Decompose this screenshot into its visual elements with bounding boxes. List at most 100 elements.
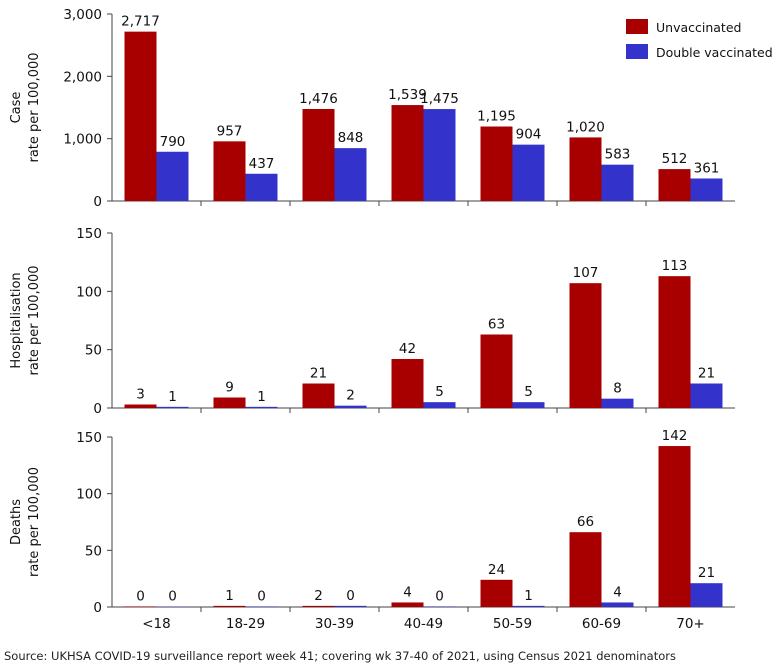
bar-unvaccinated — [124, 404, 157, 408]
y-tick-label: 0 — [93, 600, 102, 616]
data-label: 361 — [694, 160, 720, 176]
bar-unvaccinated — [391, 602, 424, 607]
data-label: 8 — [613, 381, 622, 397]
bar-unvaccinated — [480, 579, 513, 607]
data-label: 1 — [524, 588, 533, 604]
data-label: 1,195 — [477, 109, 516, 125]
data-label: 1,020 — [566, 119, 605, 135]
bar-unvaccinated — [480, 334, 513, 408]
bar-unvaccinated — [658, 276, 691, 408]
y-axis-title: Hospitalisation — [9, 272, 24, 368]
bar-double-vaccinated — [156, 151, 189, 201]
data-label: 4 — [403, 584, 412, 600]
y-tick-label: 0 — [93, 401, 102, 417]
bar-double-vaccinated — [601, 398, 634, 408]
y-tick-label: 3,000 — [63, 7, 102, 23]
y-axis-title: rate per 100,000 — [27, 52, 42, 162]
bar-unvaccinated — [391, 105, 424, 201]
bar-double-vaccinated — [334, 405, 367, 408]
bar-unvaccinated — [658, 169, 691, 201]
bar-double-vaccinated — [334, 148, 367, 201]
bar-double-vaccinated — [690, 178, 723, 201]
x-tick-label: 30-39 — [315, 616, 354, 632]
bar-double-vaccinated — [512, 605, 545, 607]
x-tick-label: <18 — [142, 616, 171, 632]
bar-unvaccinated — [658, 446, 691, 607]
y-axis-title: Deaths — [9, 499, 24, 545]
y-tick-label: 50 — [85, 543, 102, 559]
x-tick-label: 40-49 — [404, 616, 443, 632]
data-label: 5 — [435, 384, 444, 400]
bar-unvaccinated — [213, 141, 246, 201]
y-tick-label: 100 — [76, 487, 102, 503]
x-tick-label: 70+ — [676, 616, 705, 632]
bar-double-vaccinated — [245, 406, 278, 408]
bar-unvaccinated — [569, 283, 602, 408]
bar-double-vaccinated — [423, 606, 456, 607]
data-label: 848 — [338, 130, 364, 146]
bar-unvaccinated — [569, 532, 602, 607]
y-axis-title: rate per 100,000 — [27, 265, 42, 375]
data-label: 21 — [310, 366, 327, 382]
bar-double-vaccinated — [512, 402, 545, 408]
bar-unvaccinated — [302, 383, 335, 408]
bar-double-vaccinated — [423, 402, 456, 408]
data-label: 0 — [257, 588, 266, 604]
legend-swatch-unvaccinated — [626, 19, 648, 34]
bar-unvaccinated — [124, 31, 157, 201]
data-label: 1 — [257, 389, 266, 405]
source-note: Source: UKHSA COVID-19 surveillance repo… — [4, 649, 676, 663]
bar-unvaccinated — [302, 108, 335, 201]
data-label: 2,717 — [121, 14, 160, 30]
y-tick-label: 1,000 — [63, 132, 102, 148]
data-label: 5 — [524, 384, 533, 400]
data-label: 1,539 — [388, 87, 427, 103]
data-label: 437 — [249, 156, 275, 172]
data-label: 4 — [613, 584, 622, 600]
data-label: 1,475 — [420, 91, 459, 107]
data-label: 904 — [516, 127, 542, 143]
legend-swatch-vaccinated — [626, 44, 648, 59]
bar-double-vaccinated — [512, 144, 545, 201]
y-tick-label: 150 — [76, 430, 102, 446]
data-label: 0 — [136, 588, 145, 604]
data-label: 63 — [488, 317, 505, 333]
bar-double-vaccinated — [423, 109, 456, 201]
data-label: 790 — [160, 134, 186, 150]
y-tick-label: 0 — [93, 194, 102, 210]
data-label: 24 — [488, 562, 505, 578]
data-label: 21 — [698, 366, 715, 382]
data-label: 512 — [662, 151, 688, 167]
bar-unvaccinated — [213, 397, 246, 408]
bar-unvaccinated — [302, 605, 335, 607]
x-tick-label: 18-29 — [226, 616, 265, 632]
y-tick-label: 100 — [76, 284, 102, 300]
data-label: 2 — [346, 388, 355, 404]
data-label: 2 — [314, 588, 323, 604]
data-label: 1 — [168, 389, 177, 405]
data-label: 957 — [217, 123, 243, 139]
bar-double-vaccinated — [334, 605, 367, 607]
data-label: 107 — [573, 265, 599, 281]
legend-label-vaccinated: Double vaccinated — [656, 45, 773, 60]
bar-double-vaccinated — [601, 602, 634, 607]
y-tick-label: 150 — [76, 226, 102, 242]
bar-unvaccinated — [213, 605, 246, 607]
bar-unvaccinated — [480, 126, 513, 201]
bar-double-vaccinated — [690, 583, 723, 607]
bar-unvaccinated — [391, 359, 424, 408]
bar-unvaccinated — [124, 606, 157, 607]
y-axis-title: Case — [9, 92, 24, 124]
data-label: 583 — [605, 147, 631, 163]
legend: Unvaccinated Double vaccinated — [626, 19, 773, 60]
data-label: 0 — [435, 588, 444, 604]
y-axis-title: rate per 100,000 — [27, 467, 42, 577]
data-label: 0 — [168, 589, 177, 605]
data-label: 0 — [346, 588, 355, 604]
data-label: 66 — [577, 514, 594, 530]
bar-double-vaccinated — [245, 606, 278, 607]
bar-unvaccinated — [569, 137, 602, 201]
data-label: 1 — [225, 588, 234, 604]
x-tick-label: 50-59 — [493, 616, 532, 632]
data-label: 3 — [136, 387, 145, 403]
